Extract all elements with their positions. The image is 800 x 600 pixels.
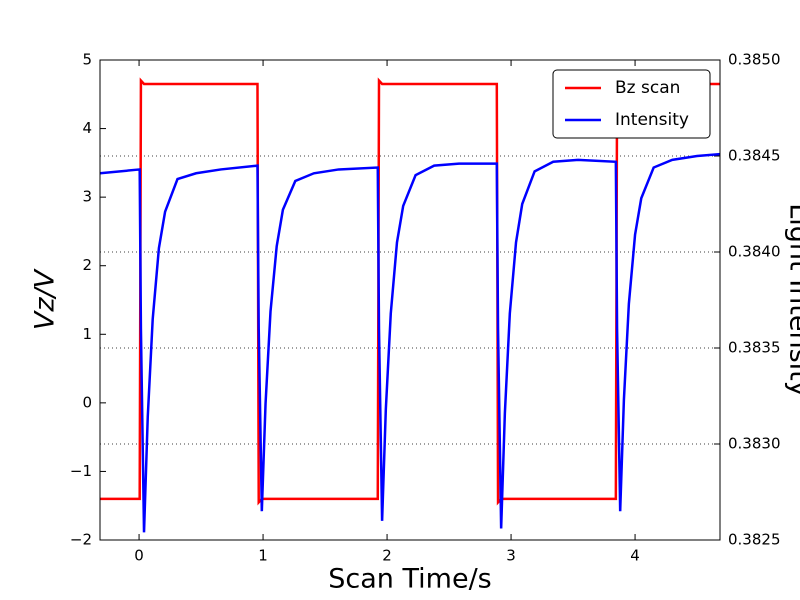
y2-tick-label: 0.3825 bbox=[728, 531, 781, 549]
y-axis-label: Vz/V bbox=[30, 267, 61, 330]
legend-label: Intensity bbox=[615, 110, 689, 130]
y-tick-label: −1 bbox=[70, 462, 92, 480]
y2-tick-label: 0.3835 bbox=[728, 339, 781, 357]
y-tick-label: 5 bbox=[82, 51, 92, 69]
x-tick-label: 3 bbox=[506, 547, 516, 565]
y-tick-label: 3 bbox=[82, 188, 92, 206]
y-tick-label: −2 bbox=[70, 531, 92, 549]
y2-tick-label: 0.3850 bbox=[728, 51, 781, 69]
series-line bbox=[100, 152, 720, 533]
y2-tick-label: 0.3840 bbox=[728, 243, 781, 261]
y2-tick-label: 0.3845 bbox=[728, 147, 781, 165]
y-tick-label: 1 bbox=[82, 325, 92, 343]
y2-tick-label: 0.3830 bbox=[728, 435, 781, 453]
y-tick-label: 4 bbox=[82, 119, 92, 137]
x-tick-label: 4 bbox=[630, 547, 640, 565]
y2-axis-label: Light Intensity bbox=[784, 203, 800, 397]
plot-frame bbox=[99, 59, 721, 541]
plot-area bbox=[100, 77, 720, 533]
x-tick-label: 2 bbox=[382, 547, 392, 565]
y-tick-label: 0 bbox=[82, 393, 92, 411]
series-line bbox=[100, 77, 720, 506]
y-tick-label: 2 bbox=[82, 256, 92, 274]
x-axis-label: Scan Time/s bbox=[328, 564, 491, 595]
x-tick-label: 0 bbox=[134, 547, 144, 565]
x-tick-label: 1 bbox=[258, 547, 268, 565]
legend-label: Bz scan bbox=[615, 78, 680, 98]
